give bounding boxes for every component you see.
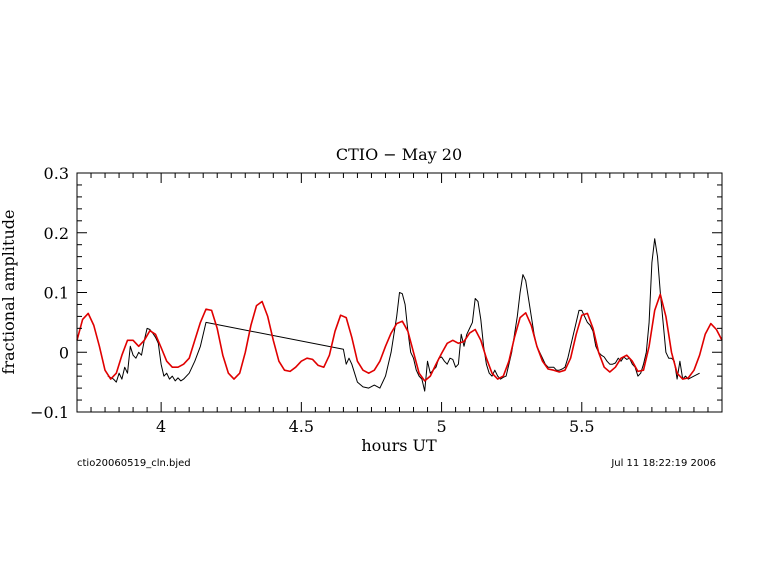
plot-frame [76,172,723,413]
x-axis-label: hours UT [361,436,437,455]
y-tick-label: −0.1 [30,403,69,422]
series-layer [76,238,723,392]
chart-title: CTIO − May 20 [336,145,462,164]
x-tick-label: 5 [436,417,446,436]
y-tick-label: 0.3 [44,164,69,183]
x-tick-label: 4.5 [289,417,314,436]
tick-labels-layer: 4 4.5 5 5.5 −0.1 0 0.1 0.2 0.3 [30,164,594,436]
series-line-2 [76,293,723,382]
footer-left-label: ctio20060519_cln.bjed [77,458,191,469]
y-tick-label: 0.1 [44,284,69,303]
y-tick-label: 0.2 [44,224,69,243]
y-axis-label: fractional amplitude [0,210,18,375]
x-tick-label: 5.5 [569,417,594,436]
series-line-1 [107,238,700,392]
x-tick-label: 4 [156,417,166,436]
y-tick-label: 0 [59,343,69,362]
footer-right-label: Jul 11 18:22:19 2006 [610,458,716,469]
